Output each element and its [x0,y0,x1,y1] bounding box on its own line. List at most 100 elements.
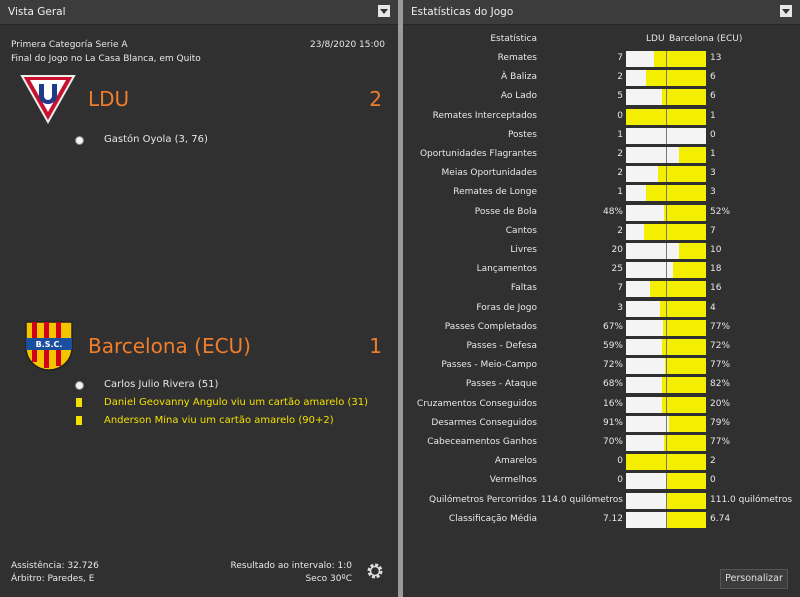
panel-header: Estatísticas do Jogo [403,0,800,25]
away-value: 3 [710,168,716,179]
home-share [626,511,668,528]
home-value: 2 [617,225,623,236]
home-share [626,185,646,202]
away-value: 6 [710,91,716,102]
home-value: 1 [617,187,623,198]
date: 23/8/2020 15:00 [310,40,385,50]
stat-bar [626,108,706,125]
stat-label: Faltas [510,283,537,294]
stat-bar [626,70,706,87]
stat-bar [626,243,706,259]
stat-bar [626,396,706,413]
stat-bar [626,473,706,490]
panel-menu[interactable] [378,5,390,17]
away-value: 77% [710,321,731,332]
stat-label: Desarmes Conseguidos [431,417,537,428]
stat-bar [626,89,706,106]
away-value: 1 [710,149,716,159]
away-value: 79% [710,417,731,428]
away-value: 3 [710,187,716,198]
away-value: 4 [710,302,716,313]
home-share [626,70,646,87]
stat-label: Oportunidades Flagrantes [419,149,537,159]
stat-label: Passes - Ataque [465,379,537,390]
mid-line [666,108,667,125]
away-value: 20% [710,398,731,409]
home-value: 0 [617,475,623,486]
home-value: 67% [602,321,623,332]
home-share [626,166,658,183]
home-value: 3 [617,302,623,313]
stat-bar [626,300,706,317]
stat-bar [626,319,706,336]
weather: Seco 30ºC [305,574,352,584]
home-value: 72% [602,360,623,371]
home-share [626,223,644,240]
home-value: 2 [617,72,623,83]
home-share [626,435,665,451]
mid-line [666,300,667,317]
home-team-header: LDU [646,34,665,44]
home-value: 0 [617,110,623,121]
home-share [626,262,673,279]
stat-bar [626,435,706,451]
away-value: 1 [710,110,716,121]
referee: Árbitro: Paredes, E [11,574,95,584]
svg-text:B.S.C.: B.S.C. [36,340,63,349]
mid-line [666,415,667,432]
panel-header: Vista Geral [0,0,398,25]
home-value: 5 [617,91,623,102]
stat-bar [626,511,706,528]
away-value: 0 [710,129,716,140]
panel-menu[interactable] [780,5,792,17]
mid-line [666,377,667,394]
home-value: 91% [602,417,623,428]
stat-label: Cabeceamentos Ganhos [427,437,537,447]
home-value: 70% [602,437,623,447]
home-value: 7 [617,53,623,63]
stats-panel: Estatísticas do Jogo Estatística LDU Bar… [403,0,800,597]
home-share [626,51,654,67]
away-value: 77% [710,360,731,371]
mid-line [666,319,667,336]
home-share [626,396,662,413]
stat-bar [626,223,706,240]
customize-button[interactable]: Personalizar [720,569,788,589]
home-share [626,339,663,355]
home-share [626,319,664,336]
home-share [626,243,680,259]
stat-label: À Baliza [501,72,537,83]
away-score: 1 [369,334,382,358]
stat-bar [626,147,706,163]
away-value: 6 [710,72,716,83]
stat-bar [626,415,706,432]
away-value: 52% [710,206,731,217]
mid-line [666,51,667,67]
stat-label: Ao Lado [500,91,537,102]
goal-event: Carlos Julio Rivera (51) [104,379,219,390]
stat-label: Passes Completados [444,321,537,332]
away-value: 13 [710,53,722,63]
stat-bar [626,339,706,355]
home-share [626,147,680,163]
yellow-card-icon [76,398,82,407]
away-value: 10 [710,245,722,255]
stat-label: Amarelos [494,456,537,467]
card-event: Daniel Geovanny Angulo viu um cartão ama… [104,397,369,408]
home-value: 7.12 [602,513,623,524]
half-time: Resultado ao intervalo: 1:0 [230,561,352,571]
stat-label: Postes [507,129,537,140]
home-value: 20 [611,245,623,255]
stat-label: Meias Oportunidades [441,168,537,179]
stat-bar [626,377,706,394]
header-title: Vista Geral [8,6,66,18]
stat-bar [626,204,706,221]
away-value: 77% [710,437,731,447]
stat-label: Quilómetros Percorridos [429,494,537,505]
away-value: 2 [710,456,716,467]
settings-icon[interactable] [365,561,385,581]
home-value: 0 [617,456,623,467]
away-value: 0 [710,475,716,486]
away-team: Barcelona (ECU) [88,334,251,358]
